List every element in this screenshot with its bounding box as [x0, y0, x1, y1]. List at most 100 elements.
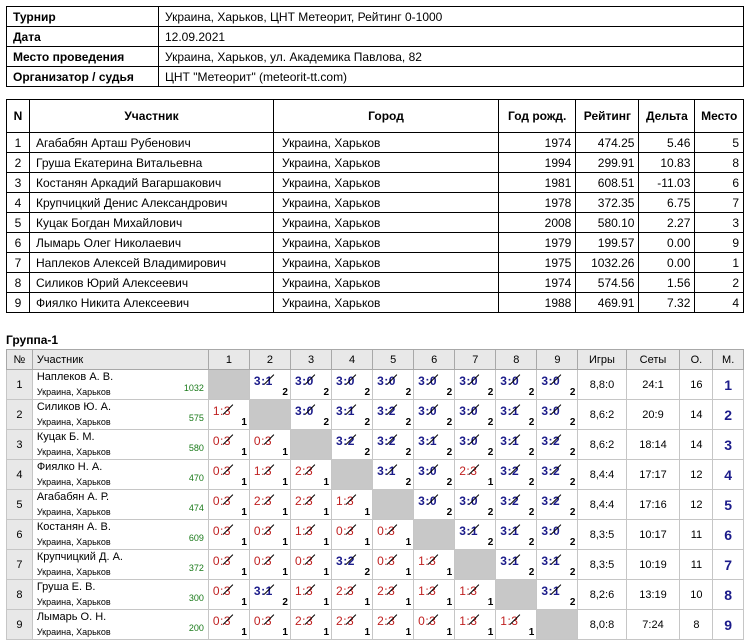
match-score: 3:1	[500, 554, 520, 568]
match-score: 0:3	[253, 434, 273, 448]
match-score: 1:3	[459, 614, 478, 628]
player-rating: 609	[188, 533, 204, 543]
player-points: 16	[679, 369, 714, 400]
match-score: 0:3	[253, 554, 273, 568]
player-place: 7	[712, 549, 744, 580]
match-score: 3:0	[294, 374, 314, 388]
match-score: 3:2	[541, 434, 561, 448]
player-rating: 200	[188, 623, 204, 633]
participant-birth-year: 1975	[497, 252, 577, 273]
match-points: 1	[282, 447, 288, 458]
match-score: 0:3	[336, 524, 355, 538]
player-name: Костанян А. В.	[36, 521, 111, 533]
player-name: Агабабян А. Р.	[36, 491, 110, 503]
player-place: 4	[712, 459, 744, 490]
player-cell: Куцак Б. М. Украина, Харьков 580	[31, 429, 209, 460]
match-result: 0:3 1	[207, 519, 250, 550]
match-points: 1	[241, 627, 247, 638]
player-points: 14	[679, 429, 714, 460]
grid-row: 6 Костанян А. В. Украина, Харьков 609 0:3 1 0:…	[6, 519, 744, 550]
info-row: Место проведения Украина, Харьков, ул. Ак…	[6, 46, 744, 67]
match-result: 3:2 2	[495, 459, 538, 490]
match-result: 3:2 2	[536, 429, 579, 460]
match-points: 2	[405, 447, 412, 458]
participant-city: Украина, Харьков	[273, 132, 499, 153]
match-score: 1:3	[418, 584, 437, 598]
match-score: 3:1	[336, 404, 355, 418]
player-place: 1	[712, 369, 744, 400]
match-points: 1	[364, 627, 371, 638]
player-games: 8,6:2	[577, 399, 627, 430]
match-result: 3:2 2	[536, 489, 579, 520]
match-points: 2	[364, 567, 371, 578]
participant-place: 4	[694, 292, 744, 313]
player-name: Силиков Ю. А.	[36, 401, 112, 413]
info-label: Организатор / судья	[6, 66, 159, 87]
match-points: 1	[323, 597, 330, 608]
participant-city: Украина, Харьков	[273, 292, 499, 313]
info-value: 12.09.2021	[158, 26, 744, 47]
match-points: 2	[528, 417, 535, 428]
match-result: 3:1 2	[372, 459, 415, 490]
participant-name: Наплеков Алексей Владимирович	[29, 252, 274, 273]
match-score: 3:2	[377, 404, 396, 418]
participant-name: Силиков Юрий Алексеевич	[29, 272, 274, 293]
match-result: 1:3 1	[413, 549, 456, 580]
player-number: 9	[6, 609, 33, 640]
match-points: 2	[446, 417, 453, 428]
match-score: 0:3	[212, 464, 232, 478]
match-points: 1	[282, 627, 288, 638]
participant-place: 8	[694, 152, 744, 173]
match-points: 2	[446, 507, 453, 518]
match-result: 0:3 1	[207, 609, 250, 640]
player-sets: 10:19	[625, 549, 681, 580]
participant-place: 9	[694, 232, 744, 253]
player-rating: 580	[188, 443, 204, 453]
player-sets: 18:14	[625, 429, 681, 460]
match-points: 1	[323, 477, 330, 488]
participant-delta: 10.83	[638, 152, 696, 173]
table-row: 6 Лымарь Олег Николаевич Украина, Харьков 1…	[6, 232, 744, 253]
self-cell	[331, 459, 374, 490]
match-points: 2	[323, 417, 330, 428]
match-score: 1:3	[294, 524, 314, 538]
grid-column-header: 9	[536, 349, 579, 370]
participant-number: 7	[6, 252, 30, 273]
player-games: 8,0:8	[577, 609, 627, 640]
player-name: Крупчицкий Д. А.	[36, 551, 123, 563]
player-cell: Лымарь О. Н. Украина, Харьков 200	[31, 609, 209, 640]
match-result: 1:3 1	[495, 609, 538, 640]
match-score: 1:3	[336, 494, 355, 508]
player-number: 7	[6, 549, 33, 580]
match-score: 2:3	[377, 614, 396, 628]
participant-name: Куцак Богдан Михайлович	[29, 212, 274, 233]
match-result: 1:3 1	[289, 579, 333, 610]
participant-city: Украина, Харьков	[273, 192, 499, 213]
participant-name: Лымарь Олег Николаевич	[29, 232, 274, 253]
match-points: 2	[487, 417, 494, 428]
match-result: 0:3 1	[331, 519, 374, 550]
participant-birth-year: 1981	[497, 172, 577, 193]
participant-place: 2	[694, 272, 744, 293]
match-points: 2	[569, 597, 576, 608]
match-score: 2:3	[459, 464, 478, 478]
match-score: 0:3	[253, 614, 273, 628]
participant-delta: 2.27	[638, 212, 696, 233]
match-result: 0:3 1	[248, 519, 291, 550]
match-score: 3:0	[459, 374, 479, 388]
match-points: 2	[487, 507, 494, 518]
match-result: 0:3 1	[248, 429, 291, 460]
player-points: 10	[679, 579, 714, 610]
match-points: 2	[364, 447, 371, 458]
player-city: Украина, Харьков	[36, 387, 111, 397]
player-points: 11	[679, 549, 714, 580]
match-points: 1	[446, 597, 453, 608]
match-score: 3:0	[459, 434, 479, 448]
match-points: 2	[528, 507, 535, 518]
participant-delta: 5.46	[638, 132, 696, 153]
participant-city: Украина, Харьков	[273, 252, 499, 273]
player-rating: 575	[188, 413, 204, 423]
table-row: 2 Груша Екатерина Витальевна Украина, Харь…	[6, 152, 744, 173]
player-city: Украина, Харьков	[36, 567, 111, 577]
participant-number: 1	[6, 132, 30, 153]
